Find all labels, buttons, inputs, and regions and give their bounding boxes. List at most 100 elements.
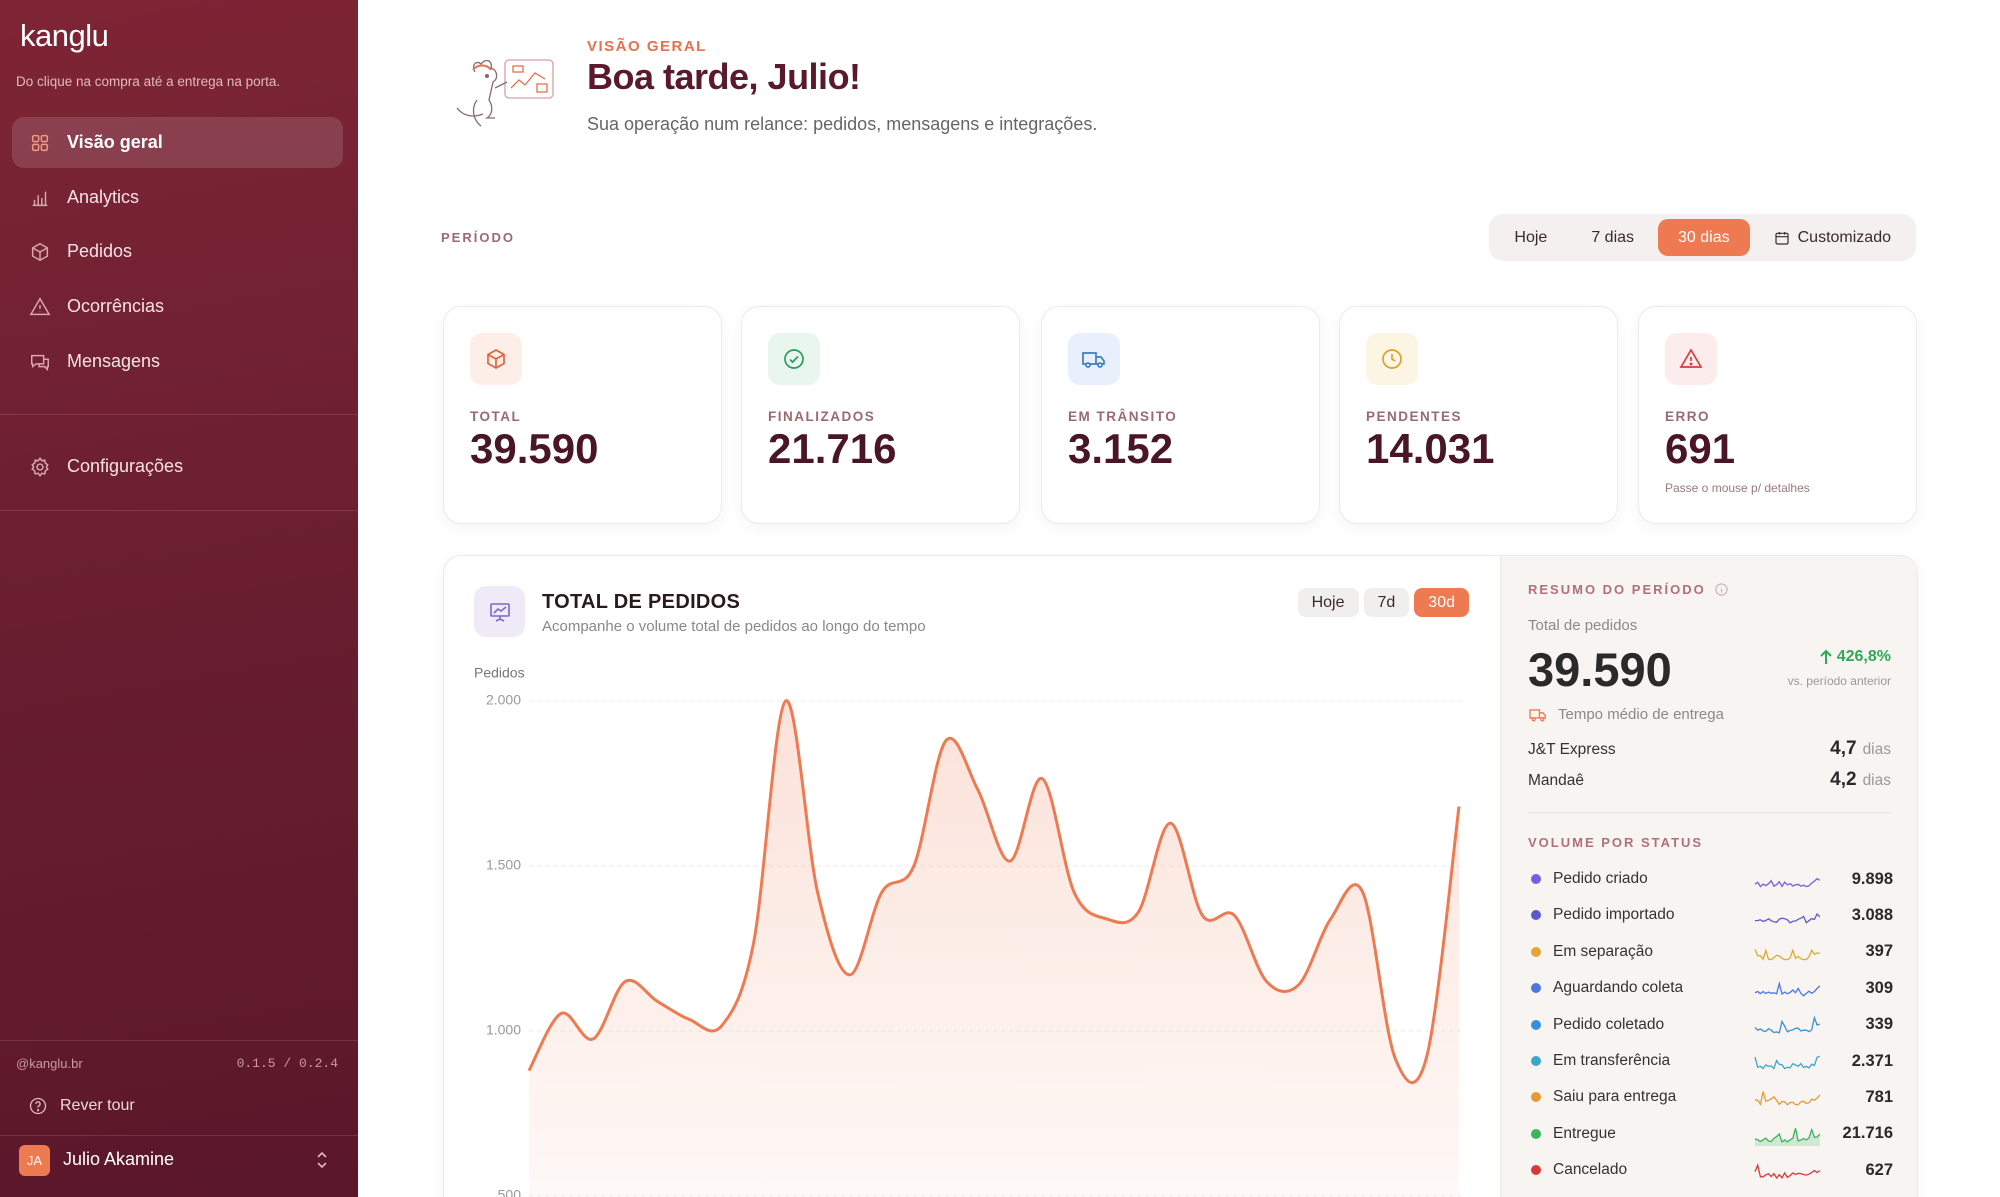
period-option[interactable]: Customizado — [1754, 219, 1911, 256]
y-tick-label: 1.500 — [486, 857, 521, 873]
nav-label: Pedidos — [67, 241, 133, 261]
kpi-label: TOTAL — [470, 409, 522, 424]
kpi-icon — [768, 333, 820, 385]
period-option-label: Customizado — [1797, 229, 1891, 246]
tagline: Do clique na compra até a entrega na por… — [16, 74, 281, 89]
kpi-hint: Passe o mouse p/ detalhes — [1665, 481, 1810, 495]
range-option[interactable]: 7d — [1363, 588, 1410, 617]
range-selector: Hoje 7d 30d — [1297, 588, 1469, 617]
divider — [1528, 812, 1891, 813]
status-dot — [1531, 946, 1541, 957]
status-value: 309 — [1865, 978, 1893, 997]
nav-item[interactable]: Ocorrências — [12, 281, 343, 332]
kpi-label: ERRO — [1665, 409, 1711, 424]
user-menu-chevron[interactable] — [314, 1150, 330, 1170]
sparkline-line — [1754, 981, 1821, 997]
divider — [0, 1040, 358, 1041]
nav-label: Analytics — [67, 187, 140, 207]
divider — [0, 1135, 358, 1136]
period-option[interactable]: 7 dias — [1571, 219, 1654, 256]
status-title: VOLUME POR STATUS — [1528, 835, 1704, 850]
period-option-label: 30 dias — [1678, 229, 1730, 246]
sparkline — [1754, 947, 1820, 961]
nav-item[interactable]: Mensagens — [12, 336, 343, 387]
illustration — [456, 59, 554, 127]
tour-button[interactable]: Rever tour — [28, 1096, 135, 1116]
kpi-label: PENDENTES — [1366, 409, 1463, 424]
area-fill — [529, 700, 1459, 1196]
delivery-title: Tempo médio de entrega — [1558, 706, 1724, 723]
range-option[interactable]: Hoje — [1297, 588, 1359, 617]
nav-icon — [31, 242, 49, 261]
sparkline — [1754, 877, 1821, 888]
total-label: Total de pedidos — [1528, 617, 1638, 634]
status-dot — [1531, 1019, 1541, 1030]
sidebar: kanglu Do clique na compra até a entrega… — [0, 0, 358, 1197]
summary-title: RESUMO DO PERÍODO — [1528, 582, 1706, 597]
status-value: 2.371 — [1851, 1051, 1893, 1070]
kpi-card[interactable]: ERRO 691 Passe o mouse p/ detalhes — [1638, 306, 1917, 524]
status-name: Entregue — [1553, 1124, 1616, 1142]
logo[interactable]: kanglu — [20, 18, 109, 53]
status-value: 397 — [1865, 942, 1893, 961]
status-name: Pedido criado — [1553, 870, 1648, 887]
status-value: 627 — [1865, 1160, 1893, 1179]
status-value: 21.716 — [1842, 1124, 1893, 1143]
user-name[interactable]: Julio Akamine — [63, 1149, 175, 1169]
nav-item[interactable]: Pedidos — [12, 226, 343, 277]
page-subtitle: Sua operação num relance: pedidos, mensa… — [587, 114, 1098, 134]
sparkline — [1754, 1163, 1821, 1180]
status-row: Em transferência 2.371 — [1528, 1047, 1893, 1075]
nav-item[interactable]: Analytics — [12, 172, 343, 223]
sparkline — [1754, 981, 1821, 997]
chart-title: TOTAL DE PEDIDOS — [542, 591, 741, 613]
nav-icon — [31, 354, 49, 371]
status-dot — [1531, 1165, 1541, 1176]
y-tick-label: 2.000 — [486, 692, 521, 708]
status-row: Em separação 397 — [1528, 938, 1893, 966]
total-value: 39.590 — [1528, 643, 1672, 696]
change: 426,8% — [1819, 648, 1891, 666]
status-row: Saiu para entrega 781 — [1528, 1083, 1893, 1111]
status-dot — [1531, 983, 1541, 994]
nav-item[interactable]: Configurações — [12, 441, 343, 492]
range-option[interactable]: 30d — [1414, 588, 1469, 617]
tour-label: Rever tour — [60, 1097, 135, 1114]
nav-icon — [32, 191, 48, 206]
change-note: vs. período anterior — [1787, 674, 1891, 688]
status-value: 781 — [1865, 1087, 1893, 1106]
status-name: Cancelado — [1553, 1161, 1628, 1179]
sparkline-line — [1754, 1055, 1821, 1070]
divider — [0, 414, 358, 415]
nav-label: Mensagens — [67, 351, 161, 371]
carrier-name: Mandaê — [1528, 772, 1585, 789]
sparkline-area — [1755, 1128, 1820, 1146]
nav-icon — [29, 296, 51, 315]
kpi-card: PENDENTES 14.031 — [1339, 306, 1618, 524]
status-value: 3.088 — [1851, 905, 1893, 924]
status-value: 9.898 — [1851, 869, 1893, 888]
y-axis-label: Pedidos — [474, 665, 525, 681]
status-row: Aguardando coleta 309 — [1528, 974, 1893, 1002]
kpi-value: 39.590 — [470, 425, 599, 472]
handle: @kanglu.br — [16, 1056, 83, 1071]
status-dot — [1531, 1128, 1541, 1139]
summary: RESUMO DO PERÍODO Total de pedidos 39.59… — [1500, 556, 1917, 1197]
kpi-value: 3.152 — [1068, 425, 1174, 472]
period-option[interactable]: Hoje — [1494, 219, 1567, 256]
chart-icon — [474, 586, 525, 637]
sparkline-line — [1754, 913, 1821, 925]
nav-item[interactable]: Visão geral — [12, 117, 343, 168]
kpi-card: EM TRÂNSITO 3.152 — [1041, 306, 1320, 524]
status-dot — [1531, 910, 1541, 921]
nav-label: Visão geral — [67, 132, 163, 152]
avatar[interactable]: JA — [19, 1145, 50, 1176]
kpi-icon — [1068, 333, 1120, 385]
status-name: Aguardando coleta — [1553, 979, 1684, 997]
status-value: 339 — [1865, 1015, 1893, 1034]
chart: Pedidos 500 1.000 1.500 2.000 — [474, 665, 1465, 1197]
version: 0.1.5 / 0.2.4 — [236, 1056, 338, 1071]
period-option[interactable]: 30 dias — [1658, 219, 1750, 256]
summary-heading: RESUMO DO PERÍODO — [1528, 582, 1729, 597]
